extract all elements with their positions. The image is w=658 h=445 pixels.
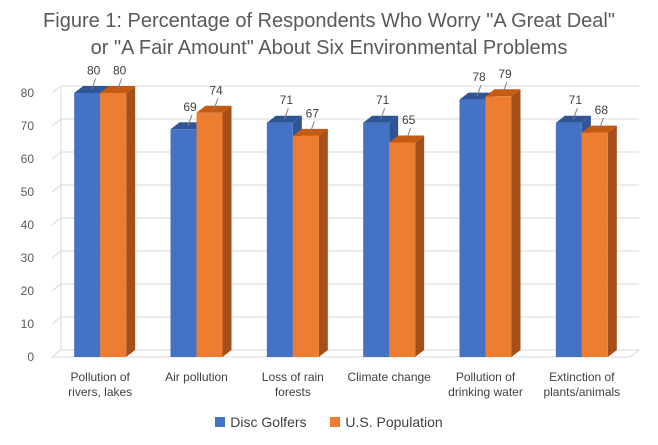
bar-u-s-population [100, 93, 127, 357]
data-label-leader [406, 127, 412, 140]
bar-disc-golfers [74, 93, 101, 357]
gridline-depth [51, 283, 62, 292]
data-label-leader [380, 108, 386, 120]
x-tick-label: Pollution of [456, 370, 516, 384]
data-label-leader [502, 81, 508, 93]
x-tick-label: Air pollution [165, 370, 228, 384]
y-tick-label: 30 [21, 251, 35, 265]
bar-side-u-s-population [318, 128, 328, 357]
data-label: 69 [183, 100, 197, 114]
x-tick-label: Extinction of [549, 370, 615, 384]
x-tick-label: Loss of rain [262, 370, 324, 384]
data-label: 68 [595, 103, 609, 117]
data-label-leader [187, 114, 193, 126]
bar-side-u-s-population [126, 86, 136, 357]
gridline-depth [51, 85, 62, 94]
data-label-leader [91, 78, 97, 90]
data-label: 74 [209, 83, 223, 97]
bar-u-s-population [196, 112, 223, 357]
x-tick-label: drinking water [448, 385, 523, 399]
bar-disc-golfers [459, 99, 486, 357]
data-label-leader [598, 117, 604, 130]
bar-side-u-s-population [607, 125, 617, 357]
data-label: 65 [402, 113, 416, 127]
bar-disc-golfers [363, 122, 390, 357]
data-label: 80 [113, 64, 127, 78]
data-label: 78 [472, 70, 486, 84]
bar-disc-golfers [555, 122, 582, 357]
data-label-leader [283, 108, 289, 120]
data-label-leader [309, 121, 315, 133]
legend-swatch-us-population [330, 417, 341, 428]
y-tick-label: 40 [21, 218, 35, 232]
data-label: 71 [280, 93, 294, 107]
data-label: 71 [376, 93, 390, 107]
x-tick-label: Climate change [347, 370, 431, 384]
legend-label-us-population: U.S. Population [345, 414, 443, 430]
y-tick-label: 0 [27, 350, 34, 364]
bar-u-s-population [485, 96, 512, 358]
data-label: 71 [569, 93, 583, 107]
y-tick-label: 60 [21, 152, 35, 166]
x-tick-label: rivers, lakes [68, 385, 132, 399]
data-label: 80 [87, 64, 101, 78]
bar-u-s-population [389, 142, 416, 357]
bar-disc-golfers [170, 129, 197, 357]
data-label: 79 [498, 67, 512, 81]
data-label-leader [213, 98, 219, 110]
legend-item-disc-golfers: Disc Golfers [215, 414, 307, 430]
legend-swatch-disc-golfers [215, 417, 226, 428]
x-tick-label: plants/animals [543, 385, 620, 399]
bar-disc-golfers [266, 122, 293, 357]
data-label: 67 [306, 106, 320, 120]
y-tick-label: 10 [21, 317, 35, 331]
legend-item-us-population: U.S. Population [330, 414, 443, 430]
gridline-depth [51, 184, 62, 193]
x-tick-label: Pollution of [70, 370, 130, 384]
data-label-leader [572, 108, 578, 120]
bar-side-u-s-population [511, 89, 521, 358]
gridline-depth [51, 316, 62, 325]
data-label-leader [117, 78, 123, 90]
bar-u-s-population [581, 132, 608, 357]
y-tick-label: 20 [21, 284, 35, 298]
gridline-depth [51, 151, 62, 160]
bar-side-u-s-population [222, 105, 232, 357]
gridline-depth [51, 250, 62, 259]
y-tick-label: 70 [21, 119, 35, 133]
bar-u-s-population [292, 135, 319, 357]
legend: Disc Golfers U.S. Population [0, 414, 658, 430]
data-label-leader [476, 84, 482, 97]
bar-side-u-s-population [415, 135, 425, 357]
chart-floor [50, 349, 641, 358]
chart-title-line-1: Figure 1: Percentage of Respondents Who … [43, 10, 615, 32]
gridline-depth [51, 217, 62, 226]
x-tick-label: forests [275, 385, 311, 399]
gridline-depth [51, 118, 62, 127]
y-tick-label: 80 [21, 86, 35, 100]
chart-title-line-2: or "A Fair Amount" About Six Environment… [90, 37, 568, 59]
y-tick-label: 50 [21, 185, 35, 199]
legend-label-disc-golfers: Disc Golfers [230, 414, 307, 430]
